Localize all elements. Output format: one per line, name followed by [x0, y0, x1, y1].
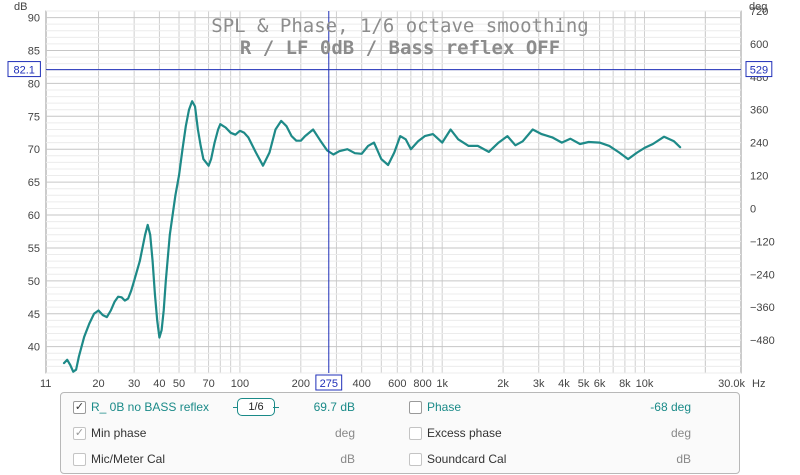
cursor-y2-readout: 529: [750, 65, 768, 77]
x-tick-label: 100: [231, 378, 249, 390]
legend-row-cal: Mic/Meter Cal dB Soundcard Cal dB: [61, 449, 739, 471]
phase-checkbox[interactable]: [409, 401, 422, 414]
x-tick-label: 800: [413, 378, 431, 390]
soundcard-cal-label: Soundcard Cal: [427, 452, 507, 466]
y-tick-label: 80: [28, 78, 40, 90]
x-tick-label: 10k: [636, 378, 654, 390]
soundcard-cal-value: dB: [676, 452, 691, 466]
measurement-checkbox[interactable]: ✓: [73, 401, 86, 414]
x-tick-label: 11: [40, 378, 51, 390]
x-tick-label: 50: [173, 378, 185, 390]
excess-phase-checkbox[interactable]: [409, 427, 422, 440]
x-axis-label: Hz: [752, 378, 765, 390]
x-tick-label: 6k: [594, 378, 606, 390]
chart-title: SPL & Phase, 1/6 octave smoothing: [211, 15, 589, 37]
measurement-value: 69.7 dB: [313, 400, 355, 414]
x-tick-label: 3k: [533, 378, 545, 390]
y-tick-label: 40: [28, 342, 40, 354]
y-tick-label: 90: [28, 13, 40, 25]
x-tick-label: 5k: [578, 378, 590, 390]
cursor-x-readout: 275: [320, 378, 338, 390]
legend-panel: ✓ R_ 0B no BASS reflex 1/6 69.7 dB Phase…: [60, 392, 740, 474]
x-tick-label: 8k: [619, 378, 631, 390]
x-tick-label: 200: [292, 378, 310, 390]
cursor-y-readout-box: [7, 61, 41, 78]
y-tick-label: 70: [28, 144, 40, 156]
y2-tick-label: 240: [750, 138, 768, 150]
min-phase-value: deg: [334, 426, 355, 440]
grid-lines: [45, 10, 742, 374]
mic-cal-checkbox[interactable]: [73, 453, 86, 466]
y-tick-label: 60: [28, 210, 40, 222]
y2-tick-label: −240: [750, 269, 775, 281]
smoothing-line-left: [233, 407, 239, 408]
mic-cal-value: dB: [340, 452, 355, 466]
y2-tick-label: 360: [750, 105, 768, 117]
phase-label: Phase: [427, 400, 462, 414]
measurement-label: R_ 0B no BASS reflex: [91, 400, 210, 414]
y-tick-label: 65: [28, 177, 40, 189]
y-axis-label: dB: [14, 1, 27, 13]
chart-subtitle: R / LF 0dB / Bass reflex OFF: [240, 37, 560, 59]
y2-axis-label: deg: [749, 1, 767, 13]
x-tick-label: 70: [202, 378, 214, 390]
cursor-crosshair[interactable]: [46, 11, 741, 373]
y2-tick-label: −480: [750, 335, 775, 347]
legend-row-min-phase: ✓ Min phase deg Excess phase deg: [61, 423, 739, 445]
curves: [62, 100, 682, 373]
cursor-x-readout-box: [315, 374, 343, 391]
phase-value: -68 deg: [650, 400, 691, 414]
y-tick-label: 45: [28, 309, 40, 321]
x-tick-label: 1k: [436, 378, 448, 390]
x-tick-label: 40: [153, 378, 165, 390]
x-tick-label: 2k: [497, 378, 509, 390]
y2-tick-label: 120: [750, 171, 768, 183]
x-tick-label: 600: [388, 378, 406, 390]
y-tick-label: 55: [28, 243, 40, 255]
legend-row-measurement: ✓ R_ 0B no BASS reflex 1/6 69.7 dB Phase…: [61, 397, 739, 419]
y2-tick-label: 720: [750, 6, 768, 18]
x-tick-label: 400: [353, 378, 371, 390]
min-phase-checkbox[interactable]: ✓: [73, 427, 86, 440]
cursor-y-readout: 82.1: [13, 65, 34, 77]
mic-cal-label: Mic/Meter Cal: [91, 452, 166, 466]
excess-phase-value: deg: [670, 426, 691, 440]
y2-tick-label: −120: [750, 236, 775, 248]
smoothing-button[interactable]: 1/6: [237, 398, 275, 416]
y-tick-label: 85: [28, 45, 40, 57]
min-phase-label: Min phase: [91, 426, 147, 440]
y2-tick-label: 600: [750, 39, 768, 51]
y-tick-label: 75: [28, 111, 40, 123]
x-tick-label: 30.0k: [718, 378, 745, 390]
series-line: [62, 100, 682, 373]
smoothing-line-right: [273, 407, 279, 408]
soundcard-cal-checkbox[interactable]: [409, 453, 422, 466]
x-tick-label: 4k: [558, 378, 570, 390]
y2-tick-label: −360: [750, 302, 775, 314]
y2-tick-label: 0: [750, 203, 756, 215]
y-tick-label: 50: [28, 276, 40, 288]
cursor-y2-readout-box: [745, 61, 773, 78]
excess-phase-label: Excess phase: [427, 426, 502, 440]
x-tick-label: 20: [92, 378, 104, 390]
plot-frame: [45, 10, 742, 374]
x-tick-label: 30: [128, 378, 140, 390]
